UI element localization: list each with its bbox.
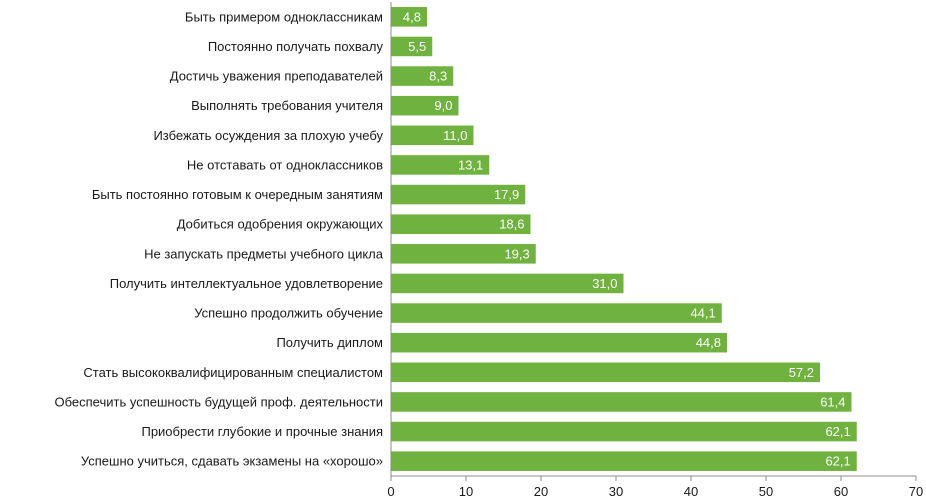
bar-value-label: 11,0 <box>443 128 467 143</box>
bar-value-label: 13,1 <box>458 157 483 172</box>
bar <box>391 362 820 383</box>
x-axis: 0 10 20 30 40 50 60 70 <box>387 2 923 499</box>
bar <box>391 273 624 294</box>
bar-value-label: 4,8 <box>403 9 421 24</box>
category-label: Добиться одобрения окружающих <box>177 217 384 232</box>
bar <box>391 214 531 234</box>
bar-value-label: 17,9 <box>494 187 519 202</box>
bar-value-label: 9,0 <box>434 98 452 113</box>
x-tick-label: 70 <box>909 484 923 499</box>
x-tick-label: 10 <box>459 484 473 499</box>
bar <box>391 95 459 116</box>
bar <box>391 392 852 412</box>
category-label: Успешно продолжить обучение <box>194 306 383 321</box>
category-label: Не запускать предметы учебного цикла <box>144 246 384 261</box>
category-label: Выполнять требования учителя <box>191 98 383 113</box>
category-label: Достичь уважения преподавателей <box>170 69 383 84</box>
bar <box>391 36 433 57</box>
category-label: Стать высококвалифицированным специалист… <box>83 365 383 380</box>
bar-value-label: 8,3 <box>429 69 447 84</box>
category-label: Обеспечить успешность будущей проф. деят… <box>55 394 384 409</box>
bar <box>391 184 526 205</box>
bar-value-label: 18,6 <box>499 217 524 232</box>
x-tick-label: 50 <box>759 484 773 499</box>
bar-value-label: 44,1 <box>690 306 715 321</box>
bar-value-label: 31,0 <box>592 276 617 291</box>
bar-value-label: 62,1 <box>825 454 850 469</box>
bars-group: 4,8 5,58,3 9,0 11,0 13,1 17,9 18,6 19,3 31,0 44,1… <box>391 7 857 471</box>
bar-value-label: 57,2 <box>789 365 814 380</box>
bar <box>391 125 474 146</box>
category-label: Успешно учиться, сдавать экзамены на «хо… <box>81 454 383 469</box>
x-tick-label: 60 <box>834 484 848 499</box>
bar <box>391 244 536 264</box>
bar <box>391 303 722 323</box>
bar-value-label: 61,4 <box>820 394 845 409</box>
x-tick-label: 30 <box>609 484 623 499</box>
bar <box>391 451 857 471</box>
category-label: Избежать осуждения за плохую учебу <box>153 128 383 143</box>
category-label: Получить диплом <box>276 335 383 350</box>
bar <box>391 332 727 353</box>
category-label: Не отставать от одноклассников <box>187 157 383 172</box>
bar <box>391 66 454 86</box>
x-tick-label: 20 <box>534 484 548 499</box>
bar-value-label: 5,5 <box>408 39 426 54</box>
category-label: Приобрести глубокие и прочные знания <box>141 424 383 439</box>
bar <box>391 421 857 442</box>
bar-value-label: 44,8 <box>696 335 721 350</box>
bar-value-label: 62,1 <box>825 424 850 439</box>
x-tick-label: 40 <box>684 484 698 499</box>
category-label: Получить интеллектуальное удовлетворение <box>110 276 383 291</box>
x-tick-label: 0 <box>387 484 394 499</box>
bar <box>391 7 427 27</box>
category-label: Быть примером одноклассникам <box>185 9 383 24</box>
category-labels-group: Быть примером одноклассникам Постоянно по… <box>55 9 384 468</box>
bar-value-label: 19,3 <box>504 246 529 261</box>
bar <box>391 155 490 175</box>
category-label: Быть постоянно готовым к очередным занят… <box>92 187 383 202</box>
category-label: Постоянно получать похвалу <box>208 39 384 54</box>
